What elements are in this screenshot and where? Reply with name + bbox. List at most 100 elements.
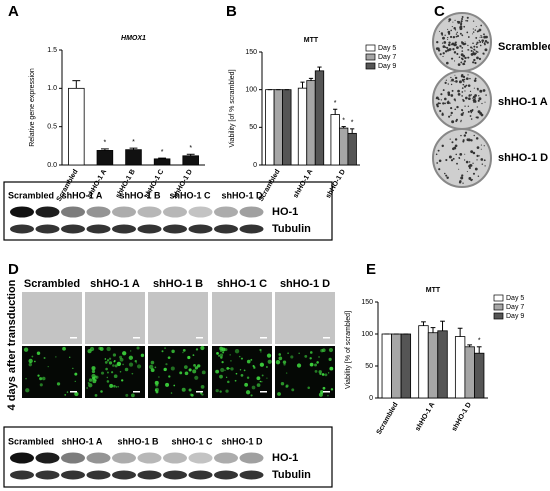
cell [246, 359, 251, 364]
colony [472, 42, 474, 45]
blot-band [163, 452, 187, 464]
colony [484, 165, 486, 167]
blot-band [61, 470, 85, 480]
cell [259, 362, 265, 367]
cell [226, 366, 230, 370]
colony [444, 172, 446, 175]
cell [324, 373, 328, 377]
colony [460, 53, 464, 57]
blot-band [35, 224, 60, 234]
fluorescence-image [275, 346, 335, 398]
colony [469, 109, 473, 113]
colony [448, 155, 452, 159]
cell [106, 346, 111, 352]
bar [282, 89, 292, 166]
band-label: HO-1 [272, 206, 298, 218]
bar [427, 332, 439, 399]
colony [442, 102, 445, 105]
colony [457, 63, 461, 66]
cell [43, 357, 46, 360]
colony [465, 77, 469, 81]
cell [327, 394, 329, 397]
cell [320, 392, 323, 395]
colony [449, 102, 451, 104]
colony [449, 138, 451, 140]
colony [475, 43, 478, 46]
blot-band [137, 206, 162, 218]
colony [467, 84, 471, 87]
colony [480, 36, 483, 38]
legend-label: Day 9 [506, 313, 524, 320]
cell [130, 393, 135, 398]
colony [473, 58, 476, 62]
cell [195, 348, 199, 351]
colony [455, 153, 458, 156]
cell [119, 355, 123, 359]
cell [91, 369, 96, 374]
cell [282, 360, 287, 364]
cell [238, 355, 241, 358]
colony [439, 30, 441, 32]
colony [436, 41, 439, 44]
cell [329, 366, 334, 371]
cell [106, 380, 110, 383]
colony [458, 168, 460, 170]
cell [253, 365, 256, 369]
colony [447, 28, 449, 30]
colony [443, 41, 446, 44]
cell [136, 346, 140, 350]
colony [463, 81, 465, 83]
blot-band [163, 224, 187, 234]
cell [266, 353, 272, 358]
cell [117, 385, 119, 388]
cell [115, 386, 118, 388]
colony [462, 99, 465, 102]
colony [477, 99, 480, 102]
cell [104, 361, 108, 364]
bar [474, 352, 485, 399]
x-tick-label: shHO-1 A [292, 168, 314, 199]
bar [125, 149, 142, 166]
colony [445, 61, 449, 65]
cell [154, 380, 159, 385]
colony [450, 94, 454, 97]
lane-label: shHO-1 B [119, 190, 161, 200]
colony [481, 102, 483, 105]
cell [225, 376, 228, 378]
colony [454, 29, 457, 31]
blot-band [112, 206, 136, 218]
scale-bar [133, 391, 140, 393]
y-tick-label: 0.0 [47, 162, 57, 169]
colony [444, 97, 447, 101]
cell [95, 375, 99, 379]
colony [461, 16, 464, 18]
y-axis-label: Viability [% of scrambled] [345, 311, 352, 389]
bar [330, 114, 340, 166]
colony [465, 20, 467, 22]
cell [298, 352, 300, 354]
colony [483, 53, 485, 55]
bar [464, 346, 475, 399]
colony [466, 170, 468, 173]
colony [465, 96, 468, 100]
cell [155, 383, 159, 387]
cell [113, 374, 118, 379]
colony [476, 154, 479, 158]
colony [461, 17, 464, 21]
cell [200, 385, 205, 389]
colony [461, 47, 464, 49]
colony [472, 28, 474, 30]
cell [266, 377, 268, 379]
colony [450, 111, 453, 115]
cell [108, 361, 113, 365]
cell [74, 372, 78, 376]
blot-band [188, 452, 213, 464]
panel-label: E [366, 261, 376, 278]
cell [259, 348, 262, 352]
colony [448, 20, 450, 23]
colony [478, 97, 482, 101]
significance: * [161, 149, 164, 156]
colony [468, 164, 471, 168]
colony [475, 116, 478, 119]
